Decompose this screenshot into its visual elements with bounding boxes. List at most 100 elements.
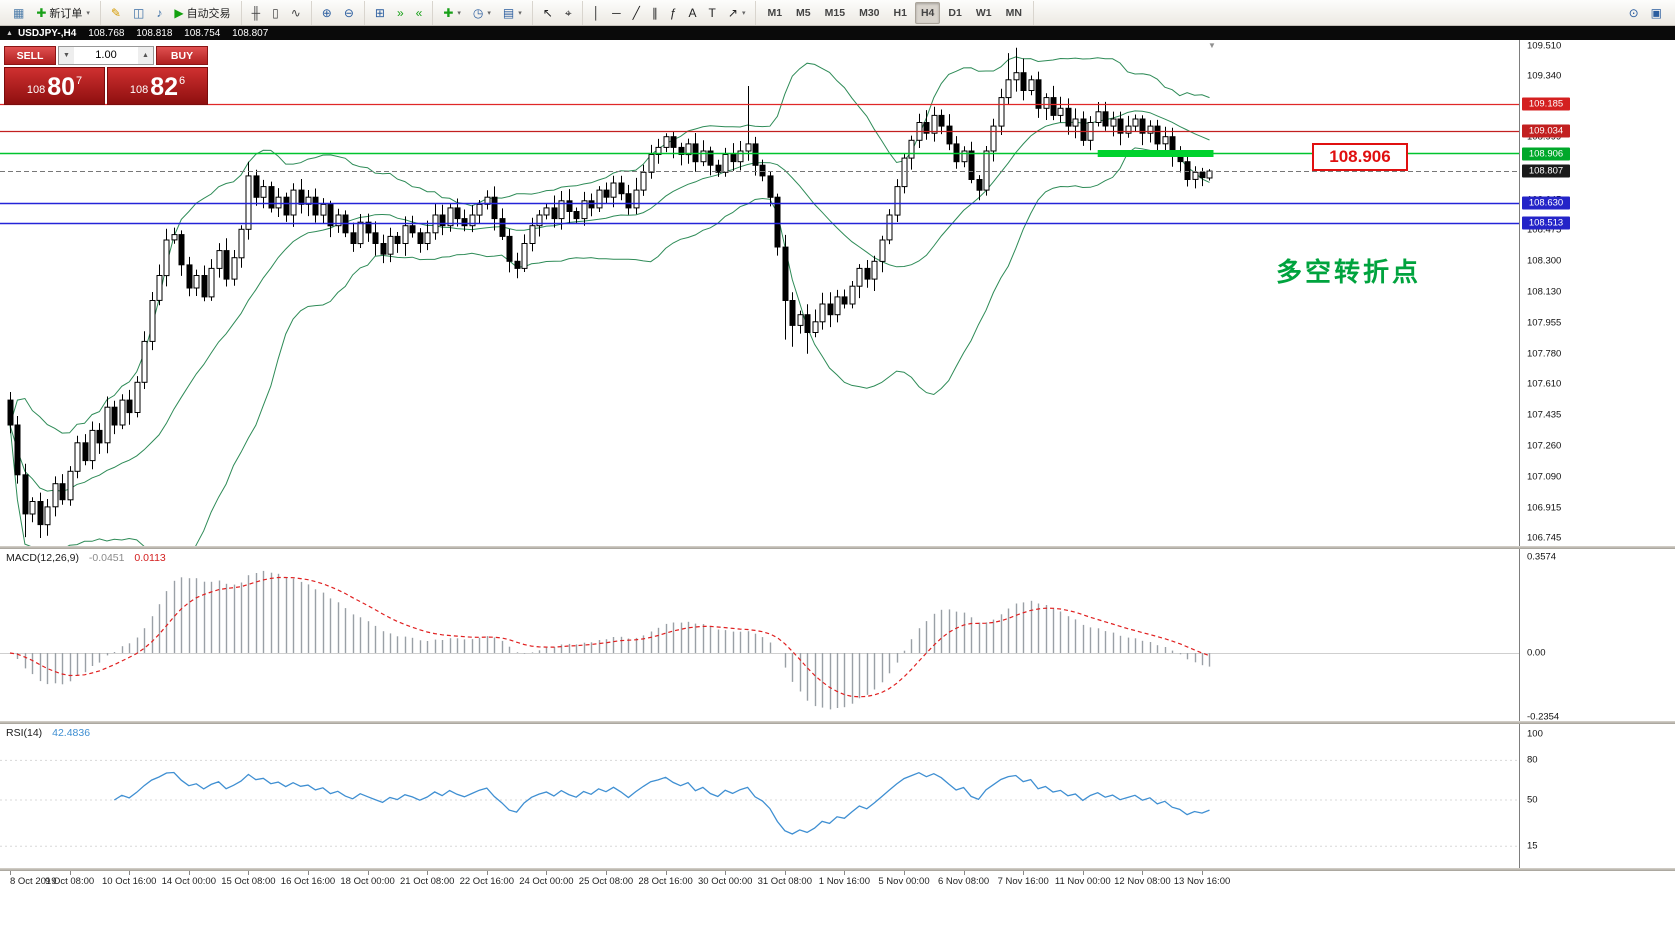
alerts-icon[interactable]: ♪ xyxy=(151,2,167,24)
search-icon: ⊙ xyxy=(1628,5,1639,20)
horizontal-line-tool-button[interactable]: ─ xyxy=(607,2,626,24)
buy-price-prefix: 108 xyxy=(129,84,149,96)
timeframe-button-m15[interactable]: M15 xyxy=(824,6,846,19)
search-icon[interactable]: ⊙ xyxy=(1624,2,1644,24)
chart-shift-icon[interactable]: « xyxy=(411,2,428,24)
rsi-panel-canvas[interactable] xyxy=(0,724,1519,868)
metaeditor-icon[interactable]: ✎ xyxy=(106,2,126,24)
time-tick-label: 11 Nov 00:00 xyxy=(1054,876,1111,887)
sell-price-prefix: 108 xyxy=(26,84,46,96)
metaeditor-icon: ✎ xyxy=(110,5,121,20)
autotrading-button[interactable]: ▶ 自动交易 xyxy=(169,2,235,24)
timeframe-button-m1[interactable]: M1 xyxy=(767,6,783,19)
channel-tool-button[interactable]: ∥ xyxy=(647,2,663,24)
time-tick-label: 13 Nov 16:00 xyxy=(1173,876,1231,887)
symbol-label: USDJPY-,H4 xyxy=(17,27,77,39)
time-tick-mark xyxy=(10,871,11,875)
panel-splitter[interactable] xyxy=(0,721,1675,724)
volume-up-button[interactable]: ▲ xyxy=(138,47,153,64)
market-watch-icon[interactable]: ◫ xyxy=(128,2,149,24)
timeframe-button-d1[interactable]: D1 xyxy=(948,6,962,19)
timeframe-button-h1[interactable]: H1 xyxy=(893,6,907,19)
buy-price-sup: 6 xyxy=(179,75,186,87)
time-tick-label: 30 Oct 00:00 xyxy=(697,876,753,887)
timeframe-button-w1[interactable]: W1 xyxy=(975,6,992,19)
line-chart-mode-icon[interactable]: ∿ xyxy=(286,2,306,24)
price-tick: 108.300 xyxy=(1527,255,1562,267)
price-annotation-box[interactable]: 108.906 xyxy=(1312,143,1408,171)
timeframe-button-mn[interactable]: MN xyxy=(1005,6,1022,19)
volume-down-button[interactable]: ▼ xyxy=(59,47,74,64)
panel-splitter[interactable] xyxy=(0,868,1675,871)
panel-splitter[interactable] xyxy=(0,546,1675,549)
bar-chart-mode-icon[interactable]: ╫ xyxy=(247,2,266,24)
time-tick-label: 1 Nov 16:00 xyxy=(818,876,871,887)
turning-point-annotation[interactable]: 多空转折点 xyxy=(1276,257,1422,287)
tile-windows-icon[interactable]: ⊞ xyxy=(370,2,390,24)
crosshair-tool-button[interactable]: ⌖ xyxy=(560,2,577,24)
timeframe-button-h4[interactable]: H4 xyxy=(914,1,941,24)
collapse-icon[interactable]: ▲ xyxy=(6,29,13,37)
rsi-tick: 80 xyxy=(1527,754,1538,766)
close-value: 108.807 xyxy=(232,27,269,39)
templates-button[interactable]: ▤ ▾ xyxy=(498,2,527,24)
chart-shift-icon: « xyxy=(415,5,423,20)
price-tick: 106.915 xyxy=(1527,502,1562,514)
autotrading-button-label: 自动交易 xyxy=(186,7,231,20)
auto-scroll-icon[interactable]: » xyxy=(392,2,409,24)
dropdown-caret-icon: ▾ xyxy=(457,9,461,17)
auto-scroll-icon: » xyxy=(396,5,404,20)
macd-name: MACD(12,26,9) xyxy=(6,552,79,564)
time-tick-mark xyxy=(665,871,667,875)
volume-input[interactable]: 1.00 xyxy=(95,49,117,61)
time-axis[interactable]: 8 Oct 2019 9 Oct 08:00 10 Oct 16:00 14 Oct … xyxy=(0,871,1675,897)
arrows-tool-icon: ↗ xyxy=(727,5,738,20)
zoom-out-icon[interactable]: ⊖ xyxy=(339,2,359,24)
window-layout-icon[interactable]: ▣ xyxy=(1646,2,1667,24)
main-chart-canvas[interactable] xyxy=(0,40,1519,546)
price-axis[interactable]: 109.510109.340109.170108.999108.820108.6… xyxy=(1519,40,1675,546)
price-badge: 108.630 xyxy=(1522,196,1570,210)
time-tick-mark xyxy=(1142,871,1144,875)
time-tick-mark xyxy=(904,871,905,875)
dropdown-caret-icon: ▾ xyxy=(86,9,90,17)
zoom-in-icon[interactable]: ⊕ xyxy=(317,2,337,24)
time-tick-label: 18 Oct 00:00 xyxy=(340,876,395,887)
time-tick-label: 5 Nov 00:00 xyxy=(878,876,930,887)
channel-tool-icon: ∥ xyxy=(651,5,658,20)
sell-price-display[interactable]: 108 80 7 xyxy=(4,67,105,105)
vertical-line-tool-button[interactable]: │ xyxy=(588,2,606,24)
sell-button[interactable]: SELL xyxy=(4,46,56,65)
timeframe-button-m5[interactable]: M5 xyxy=(796,6,811,19)
time-tick-mark xyxy=(367,871,369,875)
time-tick-mark xyxy=(129,871,131,875)
high-value: 108.818 xyxy=(136,27,173,39)
buy-price-display[interactable]: 108 82 6 xyxy=(107,67,208,105)
rsi-name: RSI(14) xyxy=(6,727,43,739)
new-order-button[interactable]: ✚ 新订单 ▾ xyxy=(31,2,95,24)
buy-button[interactable]: BUY xyxy=(156,46,208,65)
new-chart-icon[interactable]: ▦ xyxy=(8,2,29,24)
time-tick-label: 7 Nov 16:00 xyxy=(997,876,1049,887)
fibonacci-tool-button[interactable]: ƒ xyxy=(665,2,682,24)
trendline-tool-button[interactable]: ╱ xyxy=(628,2,645,24)
chart-shift-marker-icon[interactable]: ▼ xyxy=(1208,41,1216,50)
alerts-icon: ♪ xyxy=(156,5,163,20)
chart-title-bar: ▲ USDJPY-,H4 108.768 108.818 108.754 108… xyxy=(0,26,1675,40)
time-tick-mark xyxy=(606,871,607,875)
cursor-tool-button[interactable]: ↖ xyxy=(538,2,558,24)
macd-panel-canvas[interactable] xyxy=(0,549,1519,721)
fibonacci-tool-icon: ƒ xyxy=(669,5,677,20)
macd-tick: 0.3574 xyxy=(1527,551,1557,562)
rsi-value: 42.4836 xyxy=(52,727,91,739)
label-tool-button[interactable]: T xyxy=(704,2,721,24)
indicators-button[interactable]: ✚ ▾ xyxy=(438,2,466,24)
price-tick: 107.090 xyxy=(1527,471,1562,483)
open-value: 108.768 xyxy=(88,27,125,39)
arrows-tool-button[interactable]: ↗ ▾ xyxy=(723,2,751,24)
timeframe-button-m30[interactable]: M30 xyxy=(859,6,880,19)
candlestick-mode-icon[interactable]: ▯ xyxy=(267,2,284,24)
periods-button[interactable]: ◷ ▾ xyxy=(468,2,496,24)
text-tool-button[interactable]: A xyxy=(684,2,702,24)
price-tick: 109.340 xyxy=(1527,70,1562,82)
